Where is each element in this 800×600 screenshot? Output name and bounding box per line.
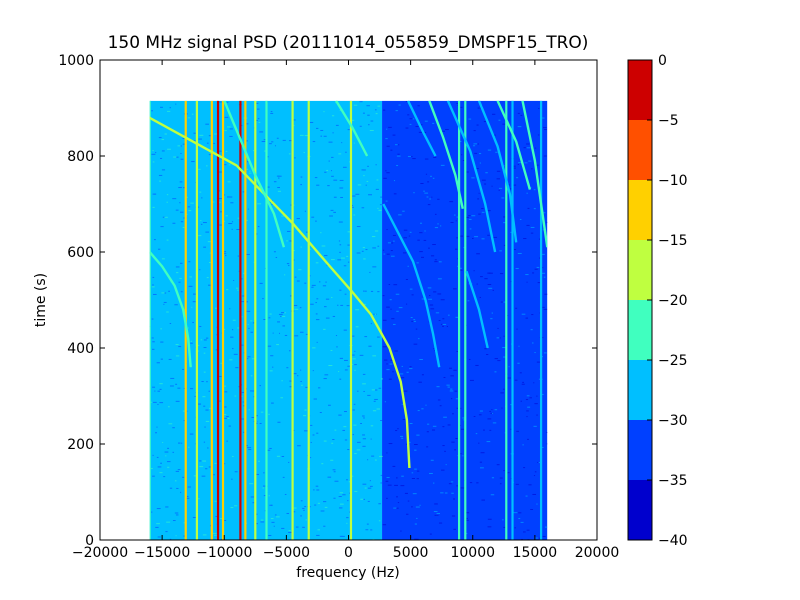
colorbar-tick-label: −30 xyxy=(658,413,688,429)
spectrogram-image xyxy=(149,100,548,541)
y-tick-label: 800 xyxy=(67,149,94,165)
colorbar-tick-label: −35 xyxy=(658,473,688,489)
colorbar-tick-label: −25 xyxy=(658,353,688,369)
doppler-trace-6 xyxy=(446,100,497,253)
x-tick-label: −10000 xyxy=(196,545,252,561)
doppler-trace-5 xyxy=(428,100,464,210)
x-tick-label: 5000 xyxy=(393,545,429,561)
doppler-trace-4 xyxy=(382,203,441,368)
y-tick-label: 200 xyxy=(67,437,94,453)
chart-title: 150 MHz signal PSD (20111014_055859_DMSP… xyxy=(108,33,589,53)
colorbar-band xyxy=(628,420,652,480)
colorbar-band xyxy=(628,120,652,180)
colorbar-band xyxy=(628,240,652,300)
colorbar-ticks: 0 −5 −10 −15 −20 −25 −30 −35 −40 xyxy=(647,53,688,549)
doppler-trace-9 xyxy=(521,100,548,248)
y-tick-label: 0 xyxy=(85,533,94,549)
colorbar-band xyxy=(628,300,652,360)
x-tick-label: 20000 xyxy=(575,545,620,561)
doppler-trace-10 xyxy=(407,100,437,157)
colorbar-tick-label: 0 xyxy=(658,53,667,69)
x-tick-label: 0 xyxy=(344,545,353,561)
y-axis: 0 200 400 600 800 1000 xyxy=(58,53,597,549)
colorbar-band xyxy=(628,60,652,120)
y-axis-title: time (s) xyxy=(33,273,49,327)
x-tick-label: −20000 xyxy=(72,545,128,561)
colorbar-band xyxy=(628,360,652,420)
colorbar-tick-label: −20 xyxy=(658,293,688,309)
y-tick-label: 600 xyxy=(67,245,94,261)
doppler-trace-3 xyxy=(335,100,369,157)
doppler-trace-2 xyxy=(223,100,286,248)
spectrogram-content xyxy=(149,100,548,541)
doppler-trace-8 xyxy=(496,100,532,190)
colorbar-bands xyxy=(628,60,652,540)
y-tick-label: 1000 xyxy=(58,53,94,69)
colorbar-band xyxy=(628,480,652,540)
x-tick-label: −5000 xyxy=(263,545,310,561)
doppler-trace-1 xyxy=(149,251,192,368)
x-tick-label: 10000 xyxy=(450,545,495,561)
x-axis: −20000 −15000 −10000 −5000 0 5000 10000 15000 20… xyxy=(72,60,619,561)
colorbar-tick-label: −5 xyxy=(658,113,679,129)
colorbar-tick-label: −10 xyxy=(658,173,688,189)
doppler-trace-7 xyxy=(477,100,518,243)
colorbar: 0 −5 −10 −15 −20 −25 −30 −35 −40 xyxy=(627,53,688,549)
colorbar-band xyxy=(628,180,652,240)
spectrogram-plot: −20000 −15000 −10000 −5000 0 5000 10000 15000 20… xyxy=(58,53,619,561)
background-region-1 xyxy=(348,100,383,541)
colorbar-tick-label: −15 xyxy=(658,233,688,249)
x-axis-title: frequency (Hz) xyxy=(296,565,399,581)
colorbar-tick-label: −40 xyxy=(658,533,688,549)
noise-texture xyxy=(149,101,548,541)
x-tick-label: 15000 xyxy=(513,545,558,561)
y-tick-label: 400 xyxy=(67,341,94,357)
background-region-0 xyxy=(149,100,349,541)
x-tick-label: −15000 xyxy=(134,545,190,561)
doppler-trace-11 xyxy=(465,270,489,349)
